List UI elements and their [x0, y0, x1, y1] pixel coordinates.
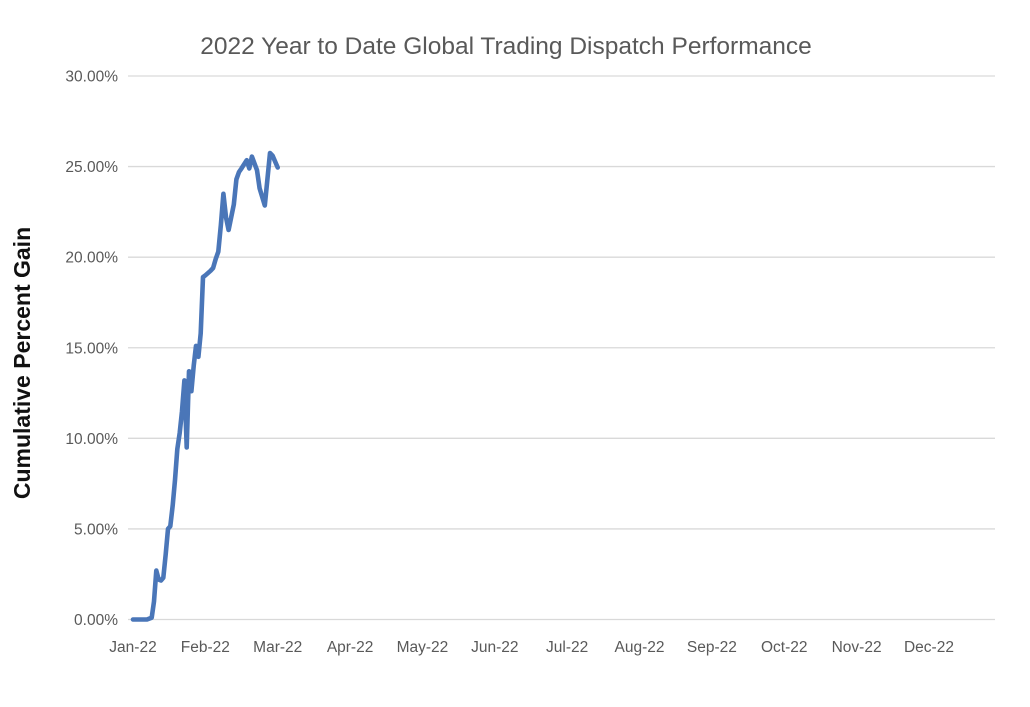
series-group — [130, 150, 281, 622]
x-axis-tick-label: Apr-22 — [327, 639, 374, 656]
chart-title: 2022 Year to Date Global Trading Dispatc… — [200, 33, 812, 60]
y-axis-title: Cumulative Percent Gain — [9, 227, 35, 499]
x-axis-tick-label: Oct-22 — [761, 639, 808, 656]
x-axis-tick-label: Nov-22 — [832, 639, 882, 656]
y-axis-tick-label: 20.00% — [65, 250, 118, 267]
y-axis-tick-label: 10.00% — [65, 431, 118, 448]
data-line-cumulative-gain — [130, 150, 281, 622]
x-axis-tick-label: Sep-22 — [687, 639, 737, 656]
x-axis-tick-label: Dec-22 — [904, 639, 954, 656]
x-axis-tick-label: Jun-22 — [471, 639, 518, 656]
x-axis-tick-label: Mar-22 — [253, 639, 302, 656]
y-axis-tick-label: 15.00% — [65, 340, 118, 357]
x-axis-tick-label: Jan-22 — [109, 639, 156, 656]
y-axis-tick-label: 30.00% — [65, 69, 118, 86]
x-axis-tick-label: Feb-22 — [181, 639, 230, 656]
y-axis-tick-label: 25.00% — [65, 159, 118, 176]
x-axis-tick-label: May-22 — [397, 639, 449, 656]
y-axis-tick-label: 0.00% — [74, 612, 118, 629]
y-axis-tick-label: 5.00% — [74, 521, 118, 538]
gridlines-group — [128, 75, 995, 621]
axis-labels-group: 0.00% 5.00% 10.00% 15.00% 20.00% 25.00% 30.00%… — [65, 69, 954, 657]
x-axis-tick-label: Aug-22 — [615, 639, 665, 656]
x-axis-tick-label: Jul-22 — [546, 639, 588, 656]
